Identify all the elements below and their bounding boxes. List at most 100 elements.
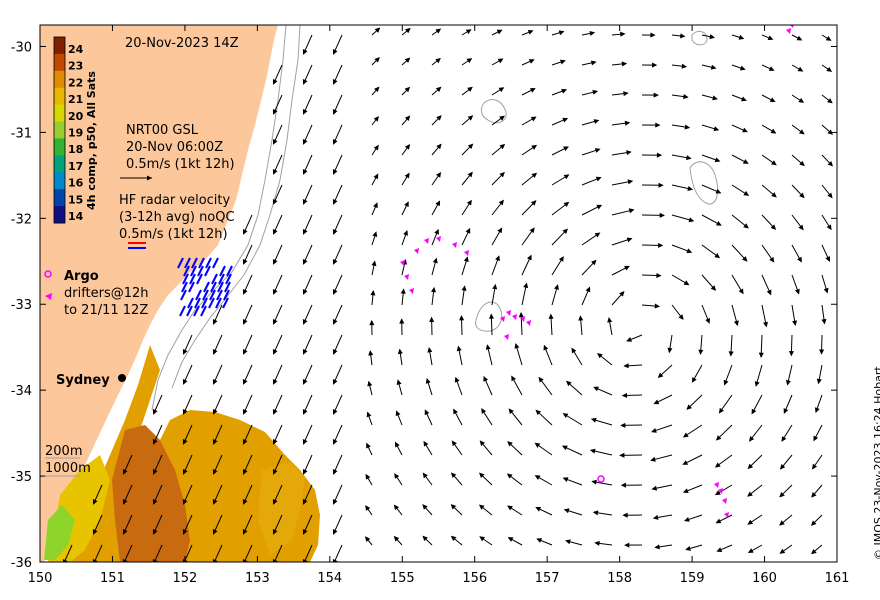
current-arrowhead [651,485,658,491]
current-arrowhead [710,64,717,70]
current-arrowhead [548,313,554,319]
current-arrowhead [272,259,278,265]
current-arrowhead [678,314,684,320]
current-arrowhead [302,169,308,175]
current-arrowhead [507,441,513,447]
colorbar-title: 4h comp, p50, All Sats [85,71,98,210]
hf-radar-arrow [216,289,223,301]
current-arrowhead [434,228,439,235]
current-arrowhead [741,96,747,102]
current-arrowhead [686,155,692,161]
current-arrowhead [771,160,777,166]
current-arrowhead [272,79,278,85]
current-arrowhead [738,34,745,40]
current-arrowhead [152,499,158,505]
current-arrowhead [242,409,248,415]
current-arrowhead [779,492,785,498]
current-arrowhead [272,349,278,355]
current-arrowhead [821,318,827,325]
current-arrowhead [779,463,786,470]
current-arrowhead [435,200,441,207]
hf-radar-arrow [193,305,200,317]
current-arrowhead [597,353,603,359]
current-arrowhead [527,254,532,261]
current-arrowhead [594,540,600,546]
current-arrowhead [827,98,833,104]
current-arrowhead [508,408,514,415]
current-arrowhead [302,199,308,205]
current-arrowhead [242,319,248,325]
current-arrowhead [92,499,98,505]
current-arrowhead [751,408,757,415]
colorbar-label: 17 [68,160,83,173]
current-arrowhead [302,139,308,145]
current-arrowhead [432,257,438,264]
current-arrowhead [152,469,158,475]
hf-radar-arrow [217,281,224,293]
current-arrowhead [302,319,308,325]
hf-radar-arrow [188,281,195,293]
current-arrowhead [811,492,817,498]
current-arrowhead [688,217,695,223]
current-arrowhead [400,288,406,294]
current-arrowhead [739,65,746,71]
current-arrowhead [495,255,500,262]
current-arrowhead [563,201,570,207]
current-arrowhead [332,229,338,235]
hf-radar-arrow [200,305,207,317]
current-arrowhead [374,27,381,33]
current-arrowhead [561,445,568,451]
current-arrowhead [371,260,377,267]
current-arrowhead [366,442,371,449]
current-arrowhead [368,350,374,356]
current-arrowhead [242,289,248,295]
current-arrowhead [374,86,380,93]
drifter-marker [424,238,429,244]
current-arrowhead [435,86,442,92]
current-arrowhead [656,272,662,279]
drifter-marker [790,25,794,28]
current-arrowhead [507,505,513,511]
current-arrowhead [798,97,805,103]
current-arrowhead [783,408,789,414]
drifter-marker [436,236,441,242]
x-axis: 150 151 152 153 154 155 156 157 158 159 160 161 [28,25,850,586]
current-arrowhead [404,57,411,63]
current-arrowhead [436,115,442,121]
current-arrowhead [794,288,800,295]
x-tick-label: 161 [825,571,850,586]
current-arrowhead [332,199,338,205]
hf-radar-arrow [219,265,226,277]
colorbar-swatch [54,70,65,89]
hf-radar-arrow [177,257,184,269]
current-arrowhead [810,520,817,526]
current-arrowhead [589,448,596,454]
legend-symbols [44,175,152,477]
hf-radar-arrow [202,289,209,301]
current-arrowhead [592,89,599,95]
current-arrowhead [705,318,710,324]
current-arrowhead [654,303,661,309]
current-arrowhead [492,283,498,290]
current-arrowhead [659,212,665,218]
drifter-marker [409,288,414,294]
current-arrowhead [823,287,829,294]
current-arrowhead [302,109,308,115]
hf-legend-line3: 0.5m/s (1kt 12h) [119,227,228,242]
current-arrowhead [825,35,832,41]
current-arrowhead [481,408,487,414]
current-arrowhead [798,129,805,135]
hf-radar-arrow [223,289,230,301]
gsl-legend-line3: 0.5m/s (1kt 12h) [126,157,235,172]
current-arrowhead [769,97,776,103]
current-arrowhead [680,33,686,39]
current-arrowhead [590,417,597,423]
current-arrowhead [272,319,278,325]
current-arrowhead [518,311,524,318]
x-tick-label: 153 [245,571,270,586]
current-arrowhead [571,347,577,354]
x-tick-label: 154 [317,571,342,586]
current-arrowhead [683,94,689,100]
current-arrowhead [686,248,693,254]
